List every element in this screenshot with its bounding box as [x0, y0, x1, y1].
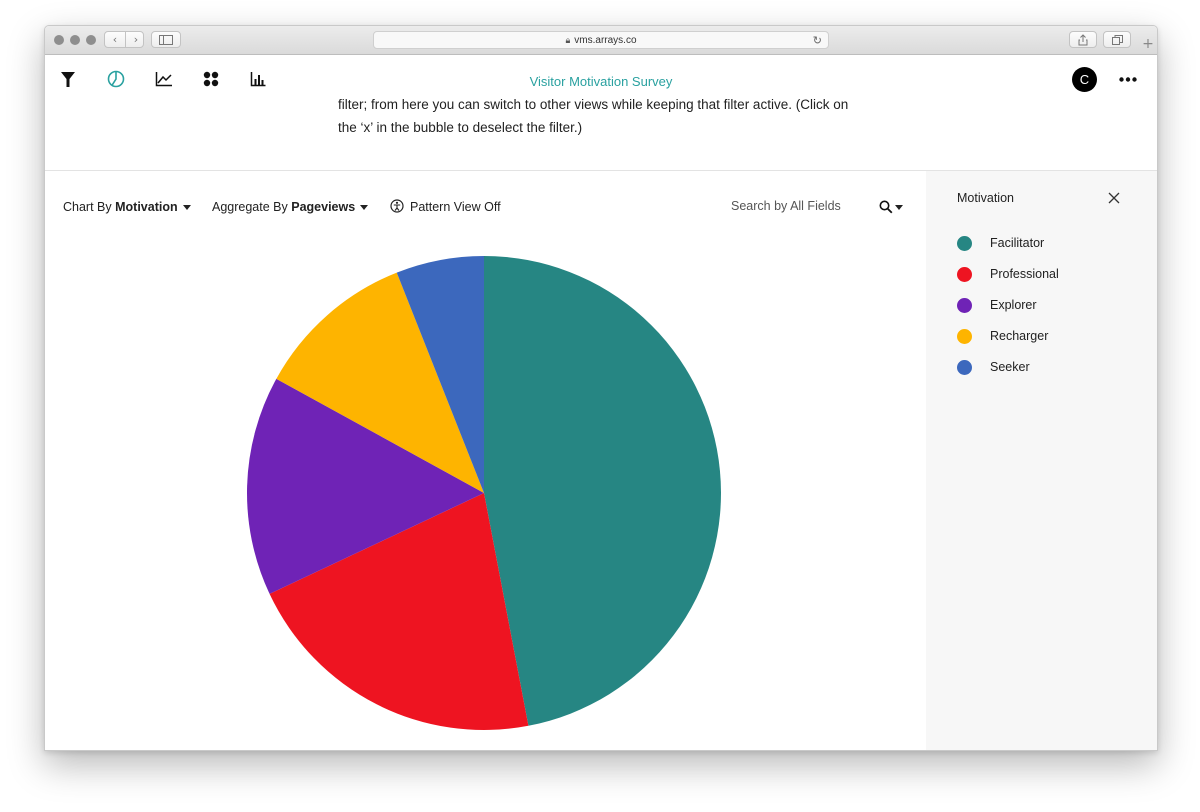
sidebar-toggle-button[interactable]	[151, 31, 181, 48]
aggregate-by-prefix: Aggregate By	[212, 200, 288, 214]
zoom-window-button[interactable]	[86, 35, 96, 45]
nav-line-chart[interactable]	[154, 69, 174, 89]
page-title: Visitor Motivation Survey	[529, 74, 673, 89]
legend-list: Facilitator Professional Explorer Recharger…	[957, 229, 1137, 384]
chart-controls: Chart By Motivation Aggregate By Pagevie…	[45, 171, 925, 231]
intro-text: filter; from here you can switch to othe…	[338, 93, 878, 139]
nav-pie-chart[interactable]	[106, 69, 126, 89]
legend-swatch	[957, 329, 972, 344]
chart-by-value: Motivation	[115, 200, 178, 214]
nav-bar-chart[interactable]	[248, 69, 268, 89]
browser-toolbar: ‹ › 🔒︎ vms.arrays.co ↻ +	[45, 26, 1157, 55]
pattern-view-icon	[390, 199, 404, 213]
share-icon	[1078, 33, 1088, 45]
more-menu-button[interactable]	[1117, 69, 1139, 89]
minimize-window-button[interactable]	[70, 35, 80, 45]
nav-filter[interactable]	[58, 69, 78, 89]
pie-chart-svg	[247, 256, 721, 730]
bar-chart-icon	[250, 72, 266, 87]
legend-swatch	[957, 298, 972, 313]
legend-label: Professional	[990, 267, 1059, 281]
pie-slice-facilitator[interactable]	[484, 256, 721, 726]
legend-panel: Motivation Facilitator Professional Explor…	[926, 171, 1157, 750]
chevron-down-icon	[895, 204, 903, 210]
legend-swatch	[957, 236, 972, 251]
close-window-button[interactable]	[54, 35, 64, 45]
app-header: Visitor Motivation Survey C	[45, 55, 1157, 107]
chevron-down-icon	[360, 205, 369, 211]
legend-label: Facilitator	[990, 236, 1045, 250]
chart-by-prefix: Chart By	[63, 200, 112, 214]
tabs-overview-button[interactable]	[1103, 31, 1131, 48]
aggregate-by-dropdown[interactable]: Aggregate By Pageviews	[212, 200, 369, 214]
pie-slice-seeker[interactable]	[396, 256, 484, 493]
url-text: vms.arrays.co	[574, 34, 637, 46]
pie-slice-explorer[interactable]	[247, 378, 484, 594]
intro-line-1: filter; from here you can switch to othe…	[338, 97, 849, 112]
legend-label: Explorer	[990, 298, 1037, 312]
chart-by-dropdown[interactable]: Chart By Motivation	[63, 200, 191, 214]
section-divider	[45, 170, 1157, 171]
line-chart-icon	[155, 72, 172, 87]
forward-button[interactable]: ›	[125, 32, 146, 47]
legend-item[interactable]: Recharger	[957, 322, 1137, 353]
legend-swatch	[957, 267, 972, 282]
aggregate-by-value: Pageviews	[291, 200, 356, 214]
legend-swatch	[957, 360, 972, 375]
chevron-down-icon	[182, 205, 191, 211]
legend-item[interactable]: Professional	[957, 260, 1137, 291]
more-icon	[1119, 76, 1137, 82]
search-input[interactable]	[731, 195, 861, 217]
sidebar-icon	[159, 34, 173, 45]
pie-chart-icon	[107, 70, 125, 88]
tabs-icon	[1111, 34, 1123, 45]
filter-icon	[61, 71, 75, 87]
pattern-view-label: Pattern View Off	[410, 200, 501, 214]
share-button[interactable]	[1069, 31, 1097, 48]
search-icon	[879, 200, 893, 214]
back-forward-buttons: ‹ ›	[104, 31, 144, 48]
back-button[interactable]: ‹	[112, 33, 118, 46]
search-button[interactable]	[879, 198, 905, 216]
legend-item[interactable]: Facilitator	[957, 229, 1137, 260]
nav-cluster[interactable]	[201, 69, 221, 89]
legend-title: Motivation	[957, 191, 1014, 205]
legend-label: Seeker	[990, 360, 1030, 374]
legend-item[interactable]: Seeker	[957, 353, 1137, 384]
pattern-view-toggle[interactable]: Pattern View Off	[390, 199, 501, 214]
close-icon	[1108, 192, 1120, 204]
reload-icon[interactable]: ↻	[812, 34, 822, 47]
pie-slice-professional[interactable]	[269, 493, 529, 730]
cluster-icon	[203, 71, 219, 87]
pie-chart	[245, 254, 723, 732]
new-tab-button[interactable]: +	[1142, 36, 1154, 52]
address-bar[interactable]: 🔒︎ vms.arrays.co ↻	[373, 31, 829, 49]
legend-item[interactable]: Explorer	[957, 291, 1137, 322]
intro-line-2: the ‘x’ in the bubble to deselect the fi…	[338, 120, 583, 135]
legend-label: Recharger	[990, 329, 1049, 343]
browser-window: ‹ › 🔒︎ vms.arrays.co ↻ +	[44, 25, 1158, 751]
lock-icon: 🔒︎	[565, 34, 571, 45]
user-avatar[interactable]: C	[1072, 67, 1097, 92]
pie-slice-recharger[interactable]	[276, 272, 484, 493]
close-legend-button[interactable]	[1105, 189, 1123, 207]
